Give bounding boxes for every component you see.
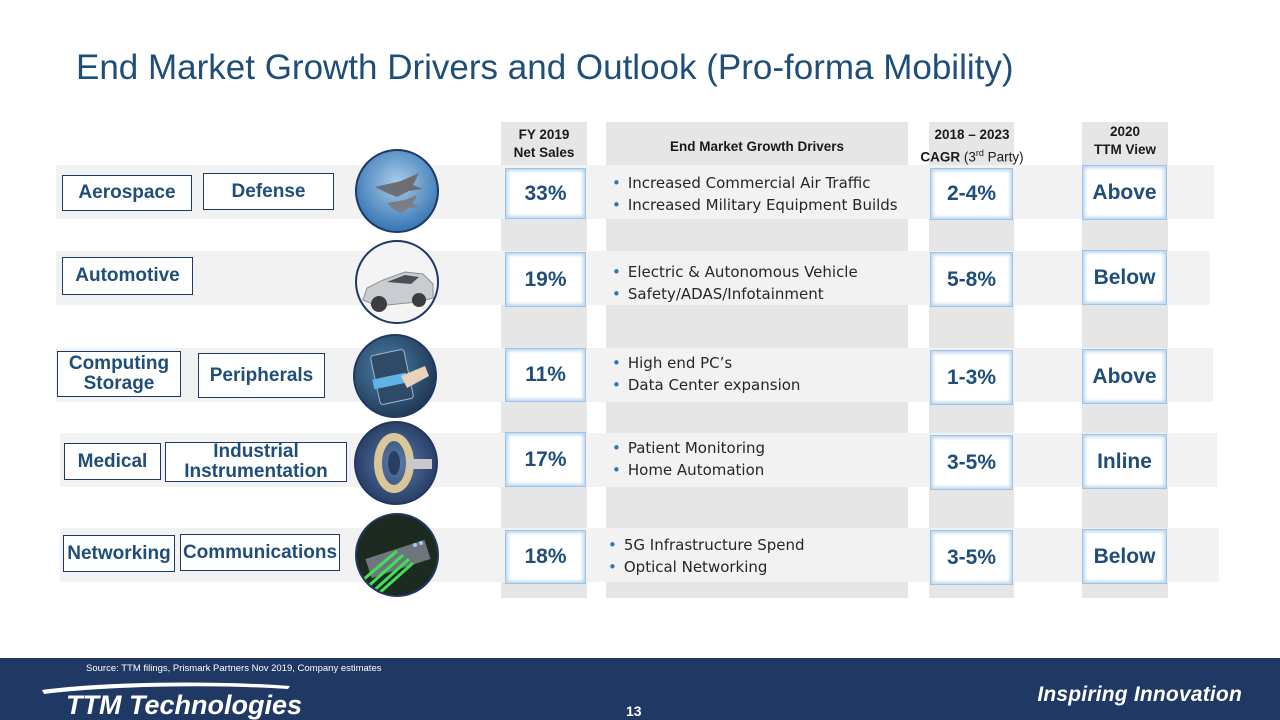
cagr-party-post: Party) [983, 149, 1024, 165]
cagr-label: CAGR [920, 149, 961, 165]
tagline: Inspiring Innovation [1037, 683, 1242, 706]
medical-scanner-icon [354, 421, 438, 505]
source-note: Source: TTM filings, Prismark Partners N… [86, 663, 382, 674]
segment-aerospace: Aerospace [62, 175, 192, 211]
ttm-view-networking: Below [1082, 529, 1167, 584]
segment-communications: Communications [180, 534, 340, 571]
drivers-list-automotive: Electric & Autonomous Vehicle Safety/ADA… [612, 261, 902, 305]
network-switch-icon [355, 513, 439, 597]
net-sales-medical: 17% [505, 432, 586, 487]
list-item: Increased Military Equipment Builds [612, 194, 902, 216]
drivers-list-computing: High end PC’s Data Center expansion [612, 352, 902, 396]
list-item: Data Center expansion [612, 374, 902, 396]
list-item: Safety/ADAS/Infotainment [612, 283, 902, 305]
cagr-automotive: 5-8% [930, 252, 1013, 307]
net-sales-automotive: 19% [505, 252, 586, 307]
net-sales-computing: 11% [505, 348, 586, 402]
segment-computing-storage: Computing Storage [57, 351, 181, 397]
net-sales-aerospace: 33% [505, 168, 586, 219]
page-number: 13 [626, 703, 642, 719]
net-sales-header-line1: FY 2019 [518, 127, 570, 142]
fighter-jets-icon [355, 149, 439, 233]
cagr-header-line2: CAGR (3rd Party) [905, 144, 1039, 167]
segment-peripherals: Peripherals [198, 353, 325, 398]
ttm-logo: TTM Technologies [42, 682, 302, 720]
page-title: End Market Growth Drivers and Outlook (P… [76, 48, 1014, 87]
segment-defense: Defense [203, 173, 334, 210]
net-sales-header: FY 2019 Net Sales [501, 126, 587, 162]
cagr-header: 2018 – 2023 CAGR (3rd Party) [905, 126, 1039, 167]
net-sales-networking: 18% [505, 530, 586, 584]
segment-networking: Networking [63, 535, 175, 572]
cagr-party-pre: (3 [963, 149, 976, 165]
ttm-header-line2: TTM View [1093, 142, 1156, 157]
cagr-header-line1: 2018 – 2023 [934, 127, 1010, 142]
ttm-view-medical: Inline [1082, 434, 1167, 489]
drivers-list-medical: Patient Monitoring Home Automation [612, 437, 902, 481]
ttm-view-automotive: Below [1082, 250, 1167, 305]
drivers-header: End Market Growth Drivers [669, 139, 845, 154]
list-item: Home Automation [612, 459, 902, 481]
list-item: Electric & Autonomous Vehicle [612, 261, 902, 283]
car-icon [355, 240, 439, 324]
net-sales-header-line2: Net Sales [513, 145, 575, 160]
ttm-view-computing: Above [1082, 349, 1167, 404]
cagr-computing: 1-3% [930, 350, 1013, 405]
list-item: Increased Commercial Air Traffic [612, 172, 902, 194]
drivers-list-aerospace: Increased Commercial Air Traffic Increas… [612, 172, 902, 216]
logo-text: TTM Technologies [66, 690, 302, 720]
card-reader-icon [353, 334, 437, 418]
cagr-networking: 3-5% [930, 530, 1013, 585]
list-item: High end PC’s [612, 352, 902, 374]
ttm-view-aerospace: Above [1082, 165, 1167, 220]
ttm-view-header: 2020 TTM View [1082, 123, 1168, 159]
segment-industrial-instrumentation: Industrial Instrumentation [165, 442, 347, 482]
segment-medical: Medical [64, 443, 161, 480]
cagr-medical: 3-5% [930, 435, 1013, 490]
drivers-list-networking: 5G Infrastructure Spend Optical Networki… [608, 534, 898, 578]
cagr-party-sup: rd [975, 148, 984, 158]
segment-automotive: Automotive [62, 257, 193, 295]
cagr-aerospace: 2-4% [930, 168, 1013, 220]
list-item: Optical Networking [608, 556, 898, 578]
ttm-header-line1: 2020 [1109, 124, 1141, 139]
list-item: Patient Monitoring [612, 437, 902, 459]
list-item: 5G Infrastructure Spend [608, 534, 898, 556]
footer-bar [0, 658, 1280, 720]
